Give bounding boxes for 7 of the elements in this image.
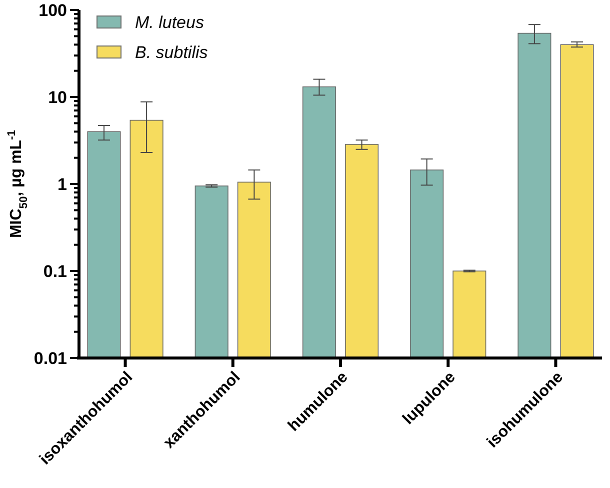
legend-label: M. luteus (135, 12, 204, 32)
y-tick-label: 10 (48, 88, 67, 107)
y-tick-label: 0.01 (34, 348, 67, 368)
y-tick-label: 0.1 (43, 262, 67, 281)
legend-label: B. subtilis (135, 42, 208, 62)
y-tick-label: 100 (38, 0, 67, 20)
y-tick-label: 1 (58, 174, 67, 194)
